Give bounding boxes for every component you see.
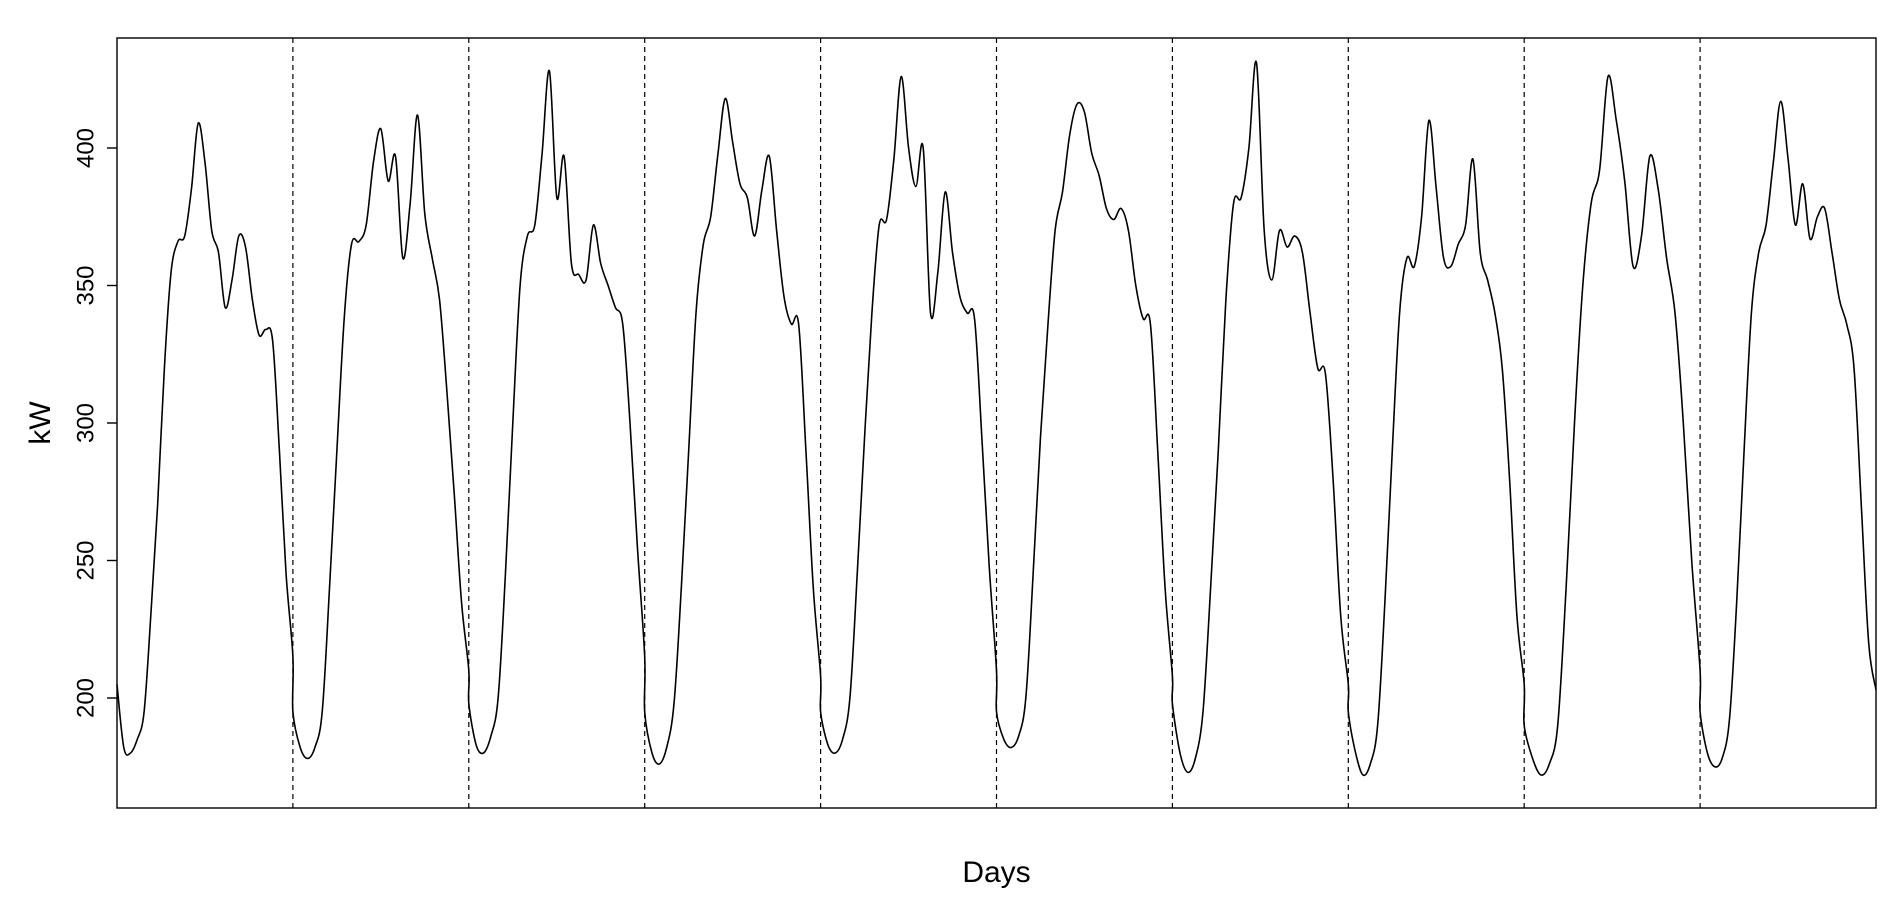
x-axis-label: Days — [962, 856, 1030, 889]
y-tick-label: 350 — [72, 265, 99, 305]
y-tick-label: 200 — [72, 678, 99, 718]
y-axis-label: kW — [24, 401, 57, 445]
y-tick-label: 250 — [72, 540, 99, 580]
y-axis: 200 250 300 350 400 — [72, 128, 117, 718]
y-tick-label: 300 — [72, 403, 99, 443]
y-tick-label: 400 — [72, 128, 99, 168]
series-line — [116, 60, 1877, 777]
